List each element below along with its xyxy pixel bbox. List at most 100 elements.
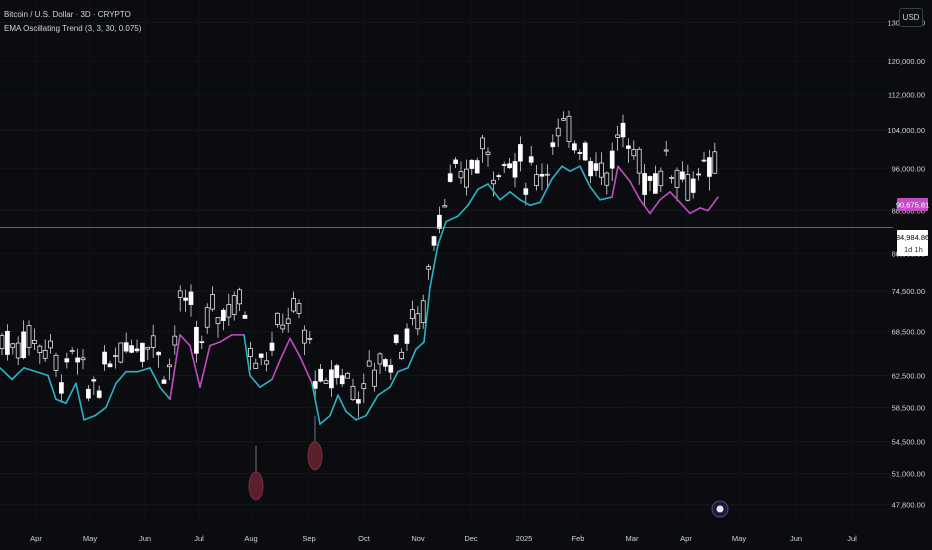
x-tick-label: Jun	[790, 534, 802, 543]
candle-body	[91, 379, 97, 382]
trend-segment	[377, 386, 391, 396]
candle-body	[518, 144, 523, 162]
candle-body	[588, 161, 593, 177]
x-tick-label: May	[83, 534, 97, 543]
candle-body	[285, 318, 291, 324]
candle-body	[307, 338, 313, 340]
candle-body	[496, 175, 502, 177]
candle-body	[561, 118, 566, 121]
candle-body	[447, 173, 453, 182]
candle-body	[566, 115, 572, 142]
candle-body	[107, 363, 113, 368]
candle-body	[194, 327, 199, 354]
candle-body	[361, 383, 367, 389]
trend-segment	[689, 207, 701, 215]
trend-segment	[289, 337, 301, 358]
candle-body	[80, 357, 86, 361]
candle-body	[404, 328, 410, 344]
candle-body	[134, 348, 140, 352]
low-marker	[307, 441, 323, 471]
candle-body	[512, 161, 518, 178]
x-tick-label: Mar	[626, 534, 639, 543]
candle-body	[96, 390, 102, 398]
candle-body	[21, 331, 26, 359]
indicator-legend[interactable]: EMA Oscillating Trend (3, 3, 30, 0.075)	[4, 24, 142, 33]
trend-segment	[529, 201, 541, 206]
candle-body	[366, 360, 372, 367]
y-tick-label: 68,500.00	[892, 327, 925, 336]
trend-segment	[169, 334, 181, 401]
low-marker	[248, 471, 264, 501]
candle-body	[177, 290, 183, 298]
candle-body	[523, 188, 529, 195]
candle-body	[593, 163, 599, 171]
candle-body	[123, 342, 129, 352]
candle-body	[599, 162, 604, 178]
trend-segment	[659, 191, 671, 201]
trend-segment	[397, 367, 409, 373]
candle-body	[534, 174, 539, 186]
trend-segment	[539, 178, 553, 204]
trend-segment	[11, 367, 25, 381]
candle-body	[102, 351, 107, 365]
trend-segment	[423, 286, 431, 343]
trend-segment	[179, 334, 191, 347]
svg-text:84,984.86: 84,984.86	[896, 233, 929, 242]
svg-text:1d 1h: 1d 1h	[904, 245, 923, 254]
candle-body	[302, 329, 307, 344]
candle-body	[431, 236, 437, 246]
candle-body	[118, 342, 124, 363]
candle-body	[491, 179, 496, 185]
candle-body	[129, 345, 134, 353]
currency-button[interactable]: USD	[899, 8, 923, 27]
trend-segment	[149, 367, 161, 389]
candle-body	[150, 335, 156, 348]
trend-segment	[105, 382, 117, 409]
candle-body	[501, 164, 507, 166]
trend-segment	[249, 374, 261, 389]
candle-body	[415, 313, 421, 330]
y-tick-label: 112,000.00	[888, 90, 925, 99]
candle-body	[264, 360, 269, 365]
trend-segment	[355, 414, 367, 421]
trend-segment	[35, 370, 49, 377]
x-tick-label: Aug	[244, 534, 257, 543]
trend-segment	[611, 165, 619, 198]
trend-segment	[551, 165, 563, 180]
candle-body	[609, 150, 615, 169]
candle-body	[555, 127, 561, 137]
candle-body	[42, 350, 48, 359]
candle-body	[631, 149, 637, 157]
candles	[0, 110, 718, 418]
candle-body	[280, 324, 286, 330]
candle-body	[226, 304, 232, 318]
trend-segment	[487, 183, 501, 201]
trend-segment	[407, 348, 417, 369]
trend-segment	[445, 215, 459, 223]
candle-body	[528, 156, 534, 163]
x-tick-label: Oct	[358, 534, 371, 543]
candle-body	[626, 145, 631, 149]
trend-segment	[509, 191, 521, 201]
candle-body	[474, 160, 480, 174]
candle-body	[69, 350, 75, 352]
candle-body	[323, 380, 329, 384]
candle-body	[145, 346, 151, 350]
trend-segment	[649, 198, 661, 215]
x-tick-label: Jul	[194, 534, 204, 543]
x-tick-label: Jul	[847, 534, 857, 543]
candle-body	[161, 379, 167, 384]
candle-body	[582, 142, 588, 161]
trend-segment	[345, 410, 357, 421]
candle-body	[345, 372, 350, 379]
trend-segment	[47, 374, 57, 401]
trend-segment	[699, 207, 709, 212]
candle-body	[156, 351, 161, 356]
y-tick-label: 62,500.00	[892, 372, 925, 381]
trend-segment	[519, 198, 531, 206]
candle-body	[388, 364, 394, 373]
trend-segment	[219, 334, 233, 343]
candle-body	[663, 149, 669, 152]
trend-segment	[477, 183, 489, 191]
